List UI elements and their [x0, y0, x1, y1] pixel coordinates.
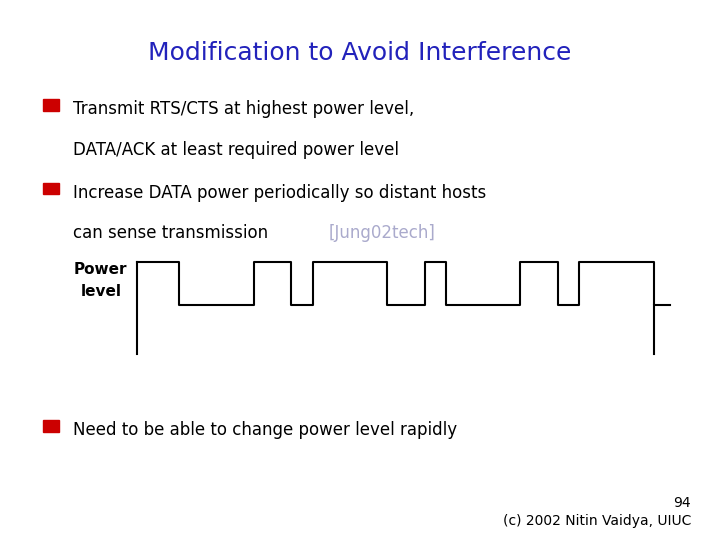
Text: (c) 2002 Nitin Vaidya, UIUC: (c) 2002 Nitin Vaidya, UIUC	[503, 514, 691, 528]
Text: Need to be able to change power level rapidly: Need to be able to change power level ra…	[73, 421, 458, 440]
Text: [Jung02tech]: [Jung02tech]	[329, 224, 436, 242]
Text: Power: Power	[74, 262, 127, 278]
Text: DATA/ACK at least required power level: DATA/ACK at least required power level	[73, 140, 400, 159]
Text: can sense transmission: can sense transmission	[73, 224, 274, 242]
Text: Increase DATA power periodically so distant hosts: Increase DATA power periodically so dist…	[73, 184, 487, 202]
Text: 94: 94	[674, 496, 691, 510]
Text: Modification to Avoid Interference: Modification to Avoid Interference	[148, 40, 572, 64]
Bar	[43, 420, 59, 432]
Text: Transmit RTS/CTS at highest power level,: Transmit RTS/CTS at highest power level,	[73, 100, 415, 118]
Bar	[43, 183, 59, 194]
Text: level: level	[81, 284, 121, 299]
Bar	[43, 99, 59, 111]
